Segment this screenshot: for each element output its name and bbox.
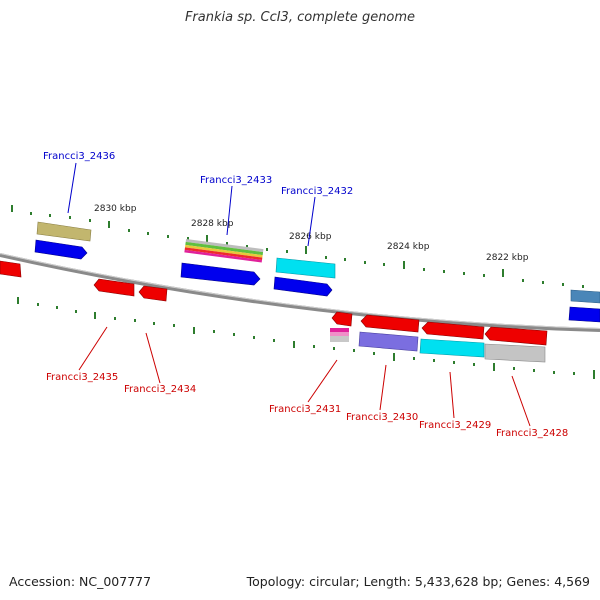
leader-2433 [226,185,233,236]
feature-stack-grey-2433[interactable] [185,238,264,253]
gene-label-2429[interactable]: Francci3_2429 [419,420,491,431]
genome-summary: Topology: circular; Length: 5,433,628 bp… [246,574,590,589]
cds-arrow-2432[interactable] [273,276,333,297]
gene-label-2428[interactable]: Francci3_2428 [496,428,568,439]
scale-label-2826: 2826 kbp [289,232,332,242]
scale-label-2830: 2830 kbp [94,204,137,214]
feature-stack-magenta-2433[interactable] [184,249,263,263]
leader-2432 [307,196,316,247]
feature-tan-2436[interactable] [36,221,92,242]
genome-title: Frankia sp. CcI3, complete genome [184,10,416,25]
scale-label-2828: 2828 kbp [191,219,234,229]
feature-stack-green-2433[interactable] [185,241,264,256]
feature-stack-yellow-2433[interactable] [185,244,263,258]
feature-steelblue-edge[interactable] [570,289,600,304]
leader-2434 [145,332,161,384]
gene-label-2430[interactable]: Francci3_2430 [346,412,418,423]
leader-2430 [379,364,387,411]
leader-2435 [78,326,108,371]
feature-magenta-2431[interactable] [330,328,349,332]
feature-cyan-2429[interactable] [419,338,485,358]
cds-arrow-edge-reverse[interactable] [0,260,22,278]
leader-2431 [307,359,338,403]
cds-arrow-2434[interactable] [138,285,168,302]
cds-arrow-2428[interactable] [484,326,548,346]
gene-label-2431[interactable]: Francci3_2431 [269,404,341,415]
cds-arrow-2429[interactable] [421,321,485,340]
cds-arrow-edge-forward[interactable] [568,306,600,323]
genome-backbone-highlight [0,253,600,329]
gene-label-2432[interactable]: Francci3_2432 [281,186,353,197]
cds-arrow-2430[interactable] [360,314,420,333]
feature-grey-2428[interactable] [484,343,546,363]
gene-label-2434[interactable]: Francci3_2434 [124,384,196,395]
gene-label-2433[interactable]: Francci3_2433 [200,175,272,186]
gene-label-2436[interactable]: Francci3_2436 [43,151,115,162]
genome-backbone [0,253,600,332]
cds-arrow-2433[interactable] [180,262,261,286]
gene-label-2435[interactable]: Francci3_2435 [46,372,118,383]
accession-label: Accession: NC_007777 [9,574,152,589]
feature-cyan-2432[interactable] [275,257,336,279]
feature-stack-red-2433[interactable] [184,247,263,261]
cds-arrow-2435[interactable] [93,278,135,297]
reverse-scale-ticks [17,297,595,379]
leader-2429 [449,371,455,419]
feature-grey-2431[interactable] [330,336,349,342]
feature-pink-2431[interactable] [330,332,349,336]
forward-features [34,221,600,323]
cds-arrow-2431[interactable] [331,311,353,327]
reverse-features [0,260,548,363]
leader-2436 [67,162,77,214]
scale-label-2824: 2824 kbp [387,242,430,252]
scale-label-2822: 2822 kbp [486,253,529,263]
cds-arrow-2436[interactable] [34,239,88,260]
leader-2428 [511,375,531,427]
feature-purple-2430[interactable] [358,331,419,352]
